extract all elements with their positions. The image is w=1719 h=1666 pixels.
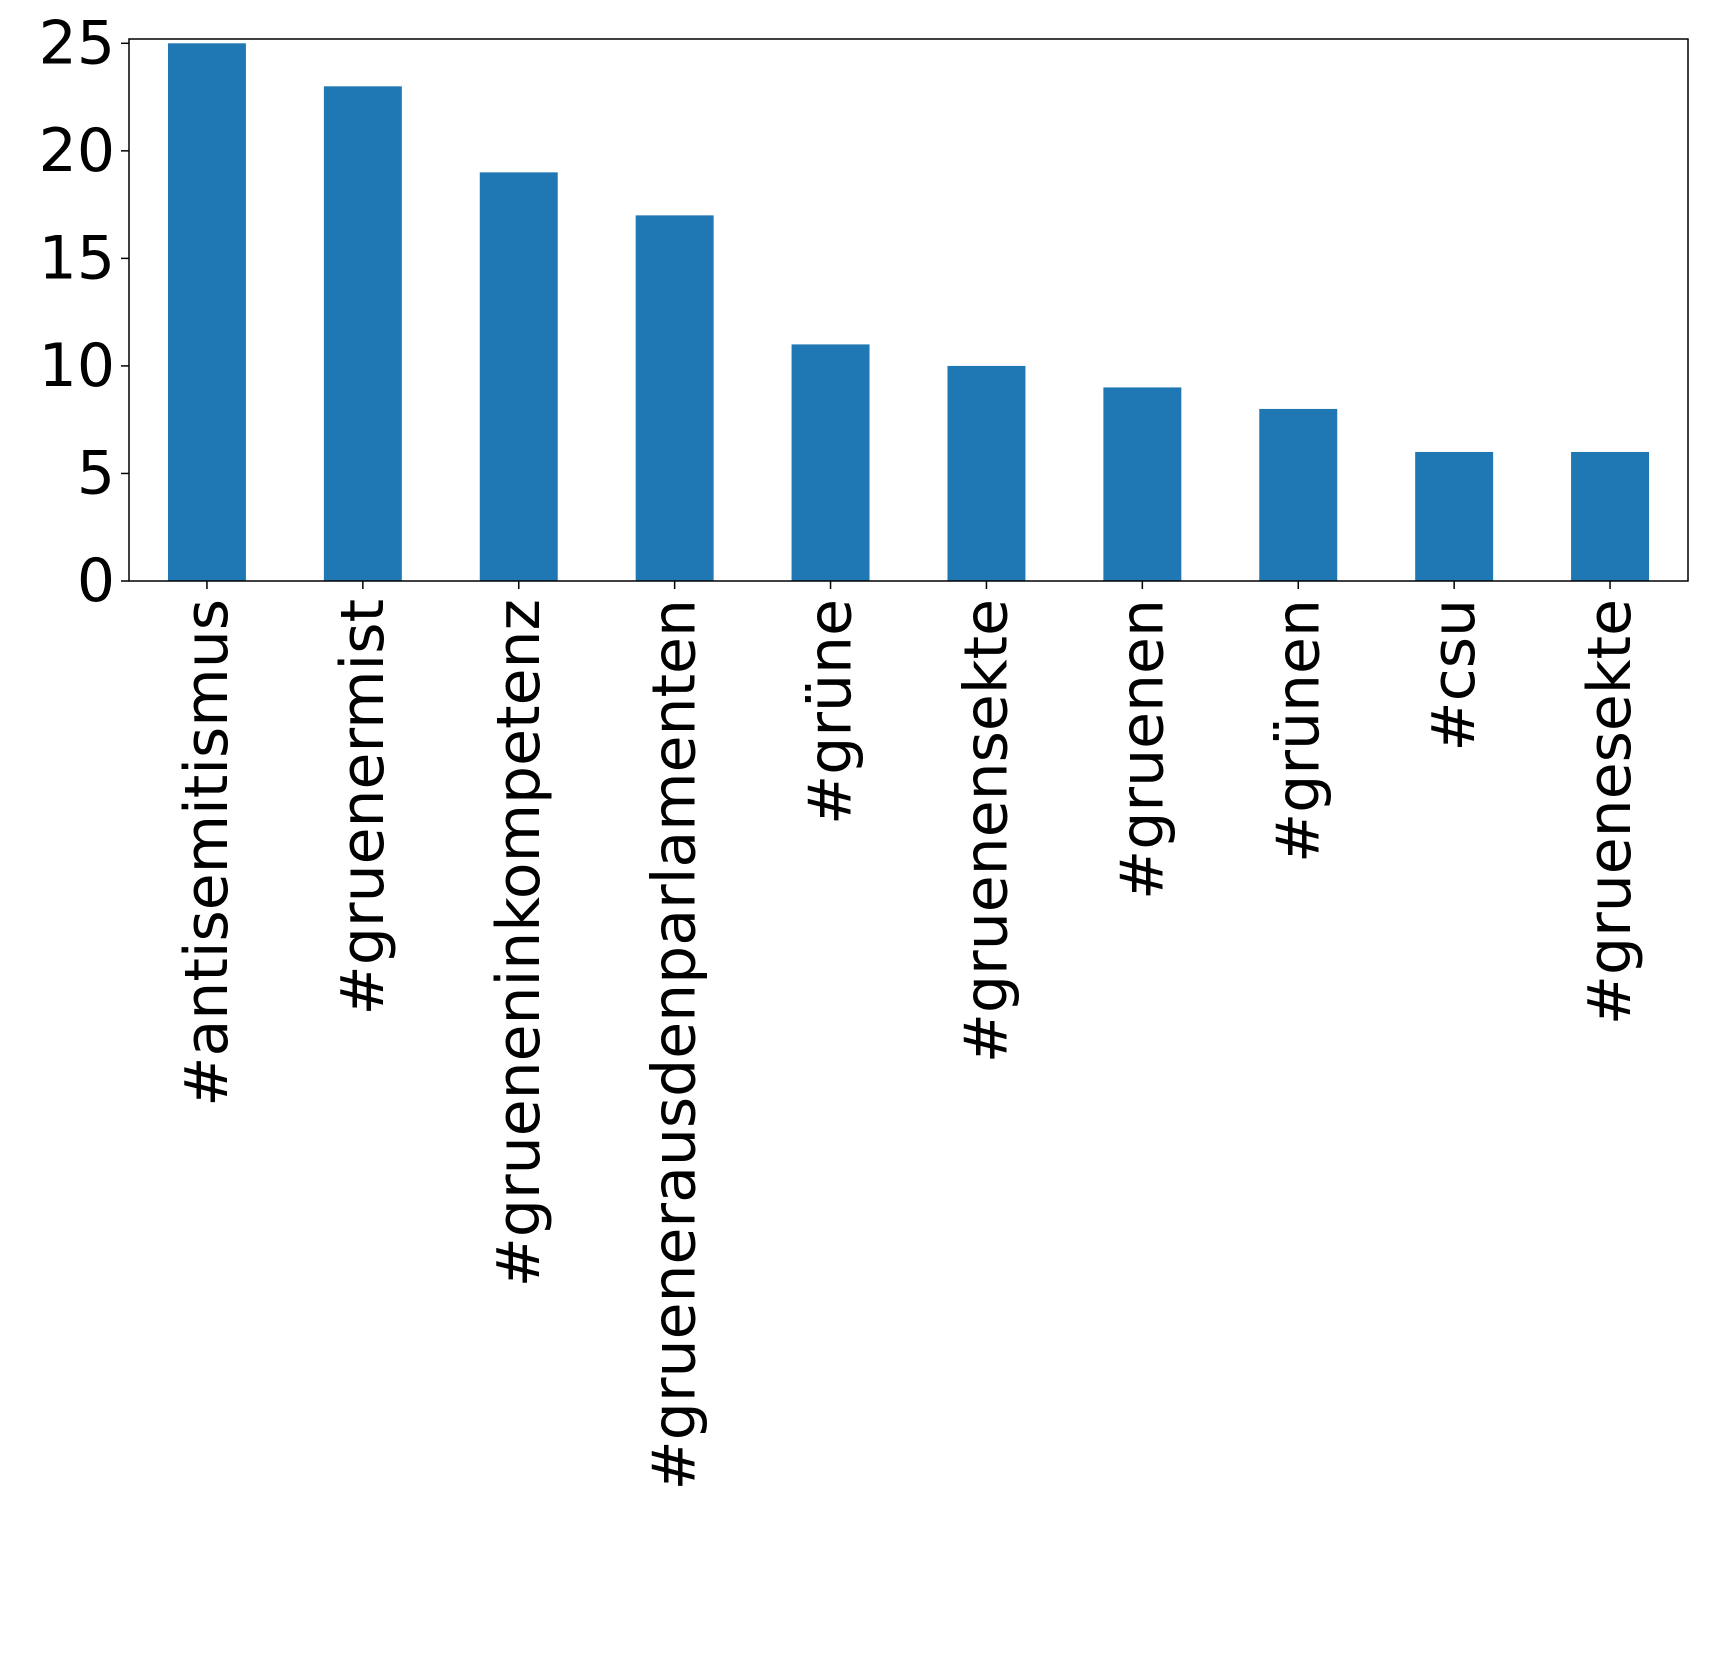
- y-tick-label: 20: [39, 116, 115, 186]
- bar-2: [323, 86, 402, 582]
- bar-8: [1259, 408, 1338, 581]
- x-tick-label: #csu: [1419, 599, 1489, 752]
- y-tick-label: 0: [77, 546, 115, 616]
- x-tick-label: #antisemitismus: [172, 599, 242, 1107]
- bar-1: [167, 43, 246, 582]
- y-tick-label: 25: [39, 8, 115, 78]
- x-tick-label: #gruenerausdenparlamenten: [640, 599, 710, 1490]
- plot-frame: [128, 38, 1689, 582]
- x-tick-label: #gruenermist: [328, 599, 398, 1015]
- y-tick-label: 15: [39, 223, 115, 293]
- bar-7: [1103, 387, 1182, 581]
- bar-4: [635, 215, 714, 581]
- x-tick-label: #gruenesekte: [1575, 599, 1645, 1025]
- x-axis: #antisemitismus #gruenermist #grueneninkom…: [172, 581, 1645, 1490]
- y-axis: 0 5 10 15 20 25: [39, 8, 129, 616]
- y-tick-label: 5: [77, 438, 115, 508]
- bar-9: [1415, 451, 1494, 581]
- x-tick-label: #grueneninkompetenz: [484, 599, 554, 1287]
- bar-6: [947, 365, 1026, 581]
- bars-group: [167, 43, 1650, 582]
- y-tick-label: 10: [39, 331, 115, 401]
- x-tick-label: #gruenensekte: [951, 599, 1021, 1063]
- bar-5: [791, 344, 870, 581]
- x-tick-label: #grünen: [1263, 599, 1333, 863]
- x-tick-label: #gruenen: [1107, 599, 1177, 900]
- bar-3: [479, 172, 558, 581]
- bar-10: [1571, 451, 1650, 581]
- x-tick-label: #grüne: [796, 599, 866, 825]
